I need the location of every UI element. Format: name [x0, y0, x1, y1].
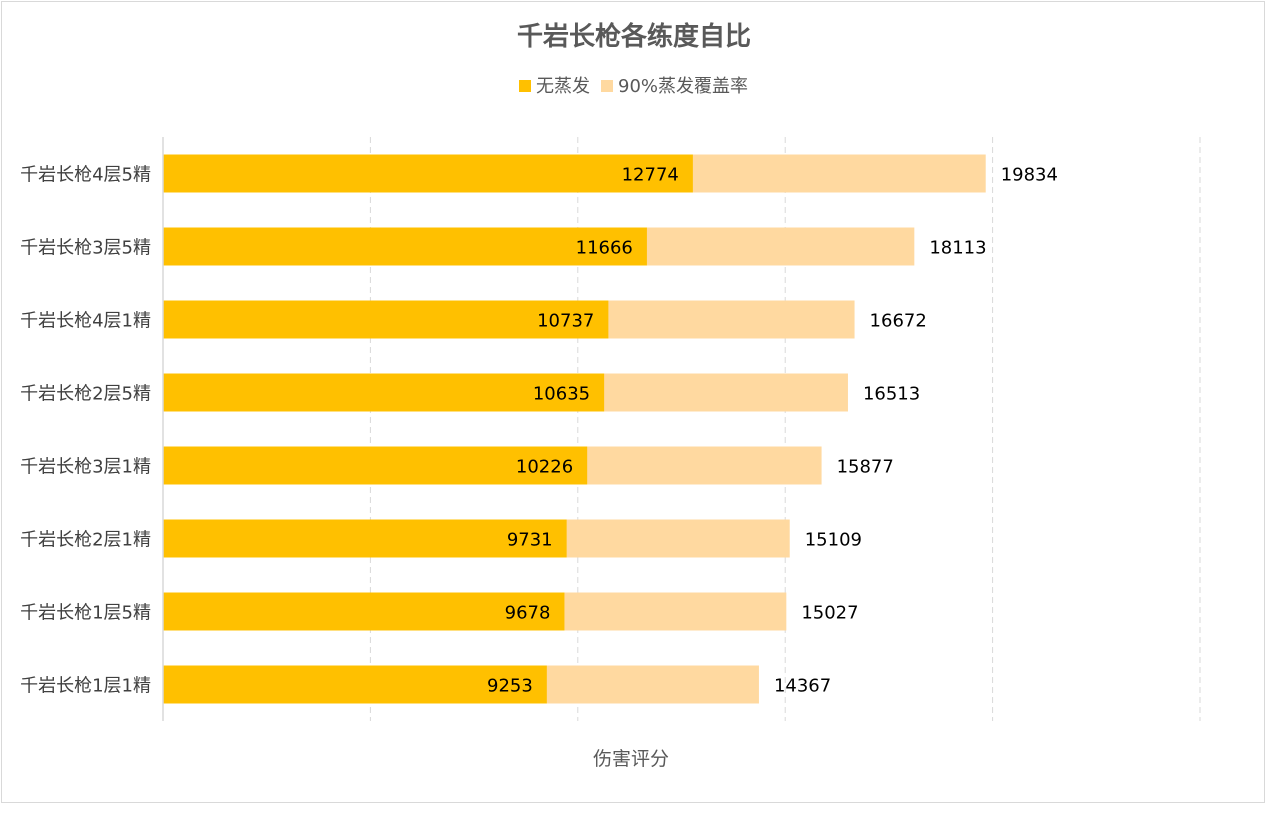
category-label: 千岩长枪2层1精 — [20, 530, 151, 551]
legend-label: 90%蒸发覆盖率 — [618, 76, 748, 97]
value-label-no-vaporize: 9678 — [505, 603, 551, 624]
legend: 无蒸发 90%蒸发覆盖率 — [519, 76, 748, 97]
value-label-no-vaporize: 9253 — [487, 676, 533, 697]
legend-swatch — [519, 80, 531, 92]
value-label-vaporize: 18113 — [929, 238, 986, 259]
category-label: 千岩长枪1层1精 — [20, 676, 151, 697]
gridlines — [369, 137, 1201, 721]
bar-no-vaporize — [163, 373, 605, 412]
value-label-vaporize: 16672 — [870, 311, 927, 332]
value-label-vaporize: 15027 — [801, 603, 858, 624]
category-label: 千岩长枪3层5精 — [20, 238, 151, 259]
chart-title: 千岩长枪各练度自比 — [517, 21, 751, 52]
category-label: 千岩长枪2层5精 — [20, 384, 151, 405]
x-axis-label: 伤害评分 — [593, 748, 669, 770]
category-label: 千岩长枪4层5精 — [20, 165, 151, 186]
value-label-vaporize: 15877 — [837, 457, 894, 478]
category-labels: 千岩长枪4层5精千岩长枪3层5精千岩长枪4层1精千岩长枪2层5精千岩长枪3层1精… — [20, 165, 151, 697]
value-label-vaporize: 14367 — [774, 676, 831, 697]
bar-no-vaporize — [163, 519, 567, 558]
bar-no-vaporize — [163, 227, 647, 266]
bar-no-vaporize — [163, 300, 609, 339]
value-label-no-vaporize: 10635 — [533, 384, 590, 405]
value-label-no-vaporize: 10737 — [537, 311, 594, 332]
category-label: 千岩长枪4层1精 — [20, 311, 151, 332]
category-label: 千岩长枪1层5精 — [20, 603, 151, 624]
value-label-no-vaporize: 11666 — [576, 238, 633, 259]
bar-no-vaporize — [163, 592, 565, 631]
value-label-no-vaporize: 12774 — [622, 165, 679, 186]
category-label: 千岩长枪3层1精 — [20, 457, 151, 478]
value-label-vaporize: 16513 — [863, 384, 920, 405]
bar-no-vaporize — [163, 154, 693, 193]
value-label-vaporize: 19834 — [1001, 165, 1058, 186]
legend-swatch — [601, 80, 613, 92]
value-label-no-vaporize: 9731 — [507, 530, 553, 551]
bar-no-vaporize — [163, 446, 588, 485]
value-label-vaporize: 15109 — [805, 530, 862, 551]
bar-no-vaporize — [163, 665, 547, 704]
value-label-no-vaporize: 10226 — [516, 457, 573, 478]
bars: 12774 19834 11666 18113 10737 16672 10635 16513… — [163, 154, 1058, 704]
legend-label: 无蒸发 — [536, 76, 590, 97]
